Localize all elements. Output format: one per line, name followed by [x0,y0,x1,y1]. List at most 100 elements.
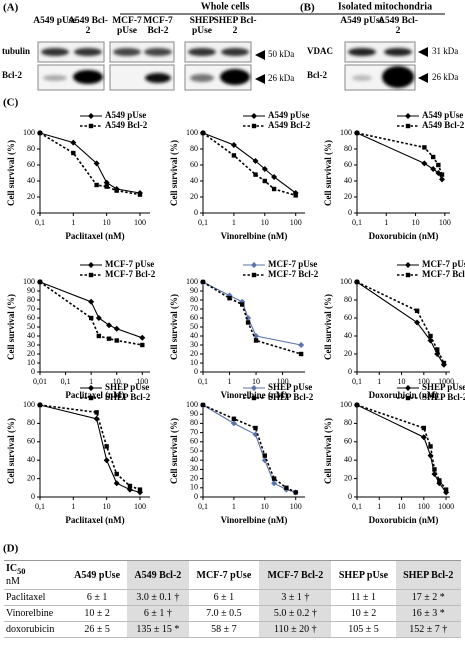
lane-label: A549 pUse [33,16,77,26]
marker [262,178,267,184]
legend-label: A549 Bcl-2 [268,120,311,130]
y-axis-title: Cell survival (%) [323,418,333,484]
x-axis-title: Vinorelbine (nM) [221,515,288,525]
x-tick-label: 10 [113,377,121,386]
lane-label: A549 pUse [340,16,384,26]
y-tick-label: 0 [31,208,35,217]
y-tick-label: 100 [23,400,35,409]
x-axis-title: Doxorubicin (nM) [369,515,439,525]
y-tick-label: 20 [27,349,35,358]
x-tick-label: 10 [261,502,269,511]
corner-main: IC [6,563,18,574]
legend-marker [88,272,94,278]
legend-label: SHEP Bcl-2 [422,392,465,402]
marker [95,315,102,321]
marker [253,425,258,431]
y-tick-label: 80 [190,418,198,427]
y-tick-label: 60 [344,160,352,169]
marker [114,471,119,477]
legend-marker [405,113,411,119]
series-line [356,404,447,493]
column-header: SHEP Bcl-2 [395,560,461,590]
marker [428,333,433,339]
row-label: tubulin [2,46,30,56]
marker [422,145,427,150]
y-tick-label: 0 [348,492,352,501]
marker [104,184,109,189]
marker [443,487,449,492]
series-line [202,132,296,197]
marker [262,453,267,458]
y-tick-label: 30 [190,464,198,473]
marker [106,322,113,329]
legend-label: SHEP Bcl-2 [268,392,314,402]
y-tick-label: 100 [23,277,35,286]
marker [298,342,305,348]
y-tick-label: 20 [190,192,198,201]
marker [137,192,143,197]
marker [231,153,237,158]
y-tick-label: 100 [340,277,352,286]
panel-title: Whole cells [201,1,250,12]
y-tick-label: 50 [190,446,198,455]
x-axis-title: Doxorubicin (nM) [369,231,439,241]
x-tick-label: 100 [418,377,430,386]
lane-label: SHEP pUse [189,16,215,36]
lane-label: SHEP Bcl-2 [213,16,257,36]
x-tick-label: 100 [418,502,430,511]
column-header: MCF-7 Bcl-2 [259,560,332,590]
table-cell: 11 ± 1 [331,589,396,606]
y-tick-label: 10 [27,358,35,367]
y-tick-label: 70 [190,427,198,436]
marker [439,172,445,177]
marker [113,480,120,487]
legend-label: SHEP pUse [268,382,312,392]
legend-marker [251,123,257,129]
marker [200,279,206,285]
corner-cell: IC50 nM [4,560,68,590]
legend-label: A549 pUse [268,110,309,120]
x-tick-label: 100 [277,377,289,386]
y-tick-label: 60 [190,313,198,322]
x-tick-label: 10 [103,218,111,227]
x-tick-label: 10 [412,218,420,227]
x-tick-label: 0,01 [33,377,47,386]
corner-sub: 50 [17,567,26,576]
series-line [356,404,447,491]
panel-label: (A) [3,2,19,14]
marker [94,410,99,415]
x-tick-label: 0,1 [198,218,208,227]
y-tick-label: 0 [31,367,35,376]
marker [231,416,237,421]
y-tick-label: 0 [194,492,198,501]
y-tick-label: 100 [340,400,352,409]
x-tick-label: 1000 [438,377,454,386]
y-tick-label: 70 [27,304,35,313]
marker [414,308,420,313]
y-tick-label: 0 [194,208,198,217]
legend-marker [88,123,94,129]
marker [114,188,119,193]
marker [37,130,43,136]
y-tick-label: 80 [27,418,35,427]
y-tick-label: 20 [344,349,352,358]
y-tick-label: 20 [27,192,35,201]
y-tick-label: 40 [190,331,198,340]
marker [252,158,259,164]
x-tick-label: 1000 [438,502,454,511]
y-tick-label: 0 [348,208,352,217]
x-tick-label: 1 [89,377,93,386]
series-line [39,281,143,346]
y-tick-label: 40 [344,176,352,185]
table-cell: 3 ± 1 † [259,589,332,606]
marker [37,402,43,408]
marker [245,320,251,325]
legend-marker [251,272,257,278]
y-tick-label: 30 [27,340,35,349]
legend-marker [88,395,94,401]
legend-marker [405,123,411,129]
legend-label: MCF-7 pUse [105,259,154,269]
marker [103,179,110,186]
x-tick-label: 1 [384,218,388,227]
